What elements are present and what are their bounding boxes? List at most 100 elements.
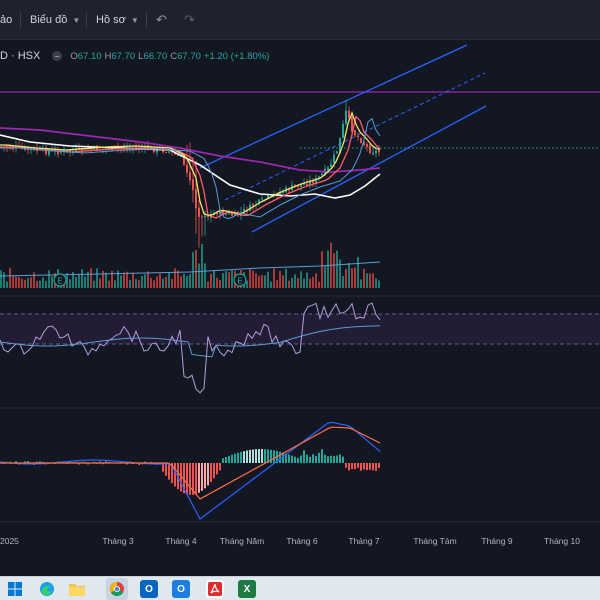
volume-bar [258, 275, 260, 288]
redo-button[interactable]: ↷ [184, 0, 195, 40]
time-axis-label: Tháng 7 [348, 536, 379, 546]
volume-bar [336, 250, 338, 288]
earnings-marker [233, 273, 247, 287]
volume-bar [219, 280, 221, 288]
volume-bar [345, 269, 347, 288]
stock-chart[interactable]: E E 2025 Tháng 3 Tháng 4 Tháng Năm Tháng 6 Thán… [0, 40, 600, 576]
redo-icon: ↷ [184, 12, 195, 27]
macd-line [0, 421, 381, 520]
macd-histogram-bar [309, 456, 311, 463]
outlook-icon[interactable]: O [140, 580, 158, 598]
rsi-ma-line [0, 325, 381, 358]
macd-histogram-bar [36, 461, 38, 463]
volume-bar [135, 279, 137, 288]
candle-body [321, 173, 323, 176]
candle-body [372, 152, 374, 155]
macd-histogram-bar [369, 463, 371, 470]
macd-histogram-bar [336, 455, 338, 463]
macd-histogram-bar [303, 450, 305, 463]
volume-bar [351, 268, 353, 288]
chrome-icon[interactable] [106, 578, 128, 600]
volume-bar [99, 278, 101, 288]
acrobat-icon[interactable] [206, 580, 224, 598]
candle-body [228, 213, 230, 215]
candle-body [57, 151, 59, 155]
macd-histogram-bar [285, 453, 287, 463]
macd-histogram-bar [228, 455, 230, 463]
volume-bar [342, 276, 344, 288]
hide-legend-icon[interactable] [52, 51, 63, 61]
candle-body [366, 144, 368, 147]
volume-bar [303, 278, 305, 288]
macd-histogram-bar [192, 463, 194, 495]
volume-bar [204, 263, 206, 288]
volume-bar [213, 269, 215, 288]
macd-histogram-bar [99, 461, 101, 463]
toolbar-divider [86, 12, 87, 28]
candle-body [267, 195, 269, 199]
volume-bar [180, 276, 182, 288]
volume-bar [267, 271, 269, 288]
candle-body [183, 155, 185, 165]
profile-menu-label: Hồ sơ [96, 14, 126, 26]
chart-area[interactable]: E E 2025 Tháng 3 Tháng 4 Tháng Năm Tháng 6 Thán… [0, 40, 600, 576]
candle-body [69, 149, 71, 152]
time-axis-label: Tháng 3 [102, 536, 133, 546]
volume-bar [210, 273, 212, 288]
profile-menu-button[interactable]: Hồ sơ ▼ [96, 0, 139, 40]
volume-bar [231, 270, 233, 288]
volume-bar [327, 250, 329, 288]
macd-histogram-bar [213, 463, 215, 479]
volume-bar [315, 273, 317, 288]
volume-bar [324, 266, 326, 288]
macd-histogram-bar [324, 454, 326, 463]
macd-histogram-bar [342, 456, 344, 463]
time-axis-label: Tháng Năm [220, 536, 264, 546]
candle-body [300, 184, 302, 187]
volume-bar [24, 279, 26, 288]
volume-bar [72, 272, 74, 288]
volume-bar [207, 281, 209, 288]
ma-fast-line [0, 110, 381, 216]
volume-bar [321, 251, 323, 288]
macd-histogram-bar [357, 463, 359, 468]
macd-histogram-bar [126, 463, 128, 465]
candle-body [369, 145, 371, 153]
partial-menu-item[interactable]: ảo [0, 14, 13, 26]
candle-body [201, 216, 203, 218]
volume-bar [222, 273, 224, 288]
file-explorer-icon[interactable] [68, 580, 86, 598]
volume-bar [189, 274, 191, 288]
volume-bar [294, 274, 296, 288]
candle-body [30, 149, 32, 151]
volume-bar [84, 276, 86, 288]
undo-button[interactable]: ↶ [156, 0, 167, 40]
macd-histogram-bar [279, 451, 281, 463]
windows-start-icon[interactable] [6, 580, 24, 598]
candle-body [192, 179, 194, 190]
edge-icon[interactable] [38, 580, 56, 598]
candle-body [342, 123, 344, 138]
candle-body [279, 192, 281, 196]
macd-histogram-bar [333, 456, 335, 463]
candle-body [174, 152, 176, 155]
chart-menu-button[interactable]: Biểu đồ ▼ [30, 0, 80, 40]
volume-bar [48, 270, 50, 288]
volume-bar [66, 273, 68, 288]
close-key: C [170, 50, 178, 62]
candle-body [309, 180, 311, 186]
macd-histogram-bar [288, 454, 290, 463]
candle-body [66, 150, 68, 152]
macd-histogram-bar [240, 451, 242, 463]
candle-body [306, 184, 308, 186]
volume-bar [21, 278, 23, 288]
macd-histogram-bar [291, 455, 293, 463]
time-axis-label: 2025 [0, 536, 19, 546]
excel-icon[interactable]: X [238, 580, 256, 598]
volume-bar [273, 268, 275, 288]
volume-bar [129, 280, 131, 288]
volume-bar [246, 280, 248, 288]
macd-signal-line [0, 426, 381, 500]
volume-bar [228, 272, 230, 288]
outlook-new-icon[interactable]: O [172, 580, 190, 598]
